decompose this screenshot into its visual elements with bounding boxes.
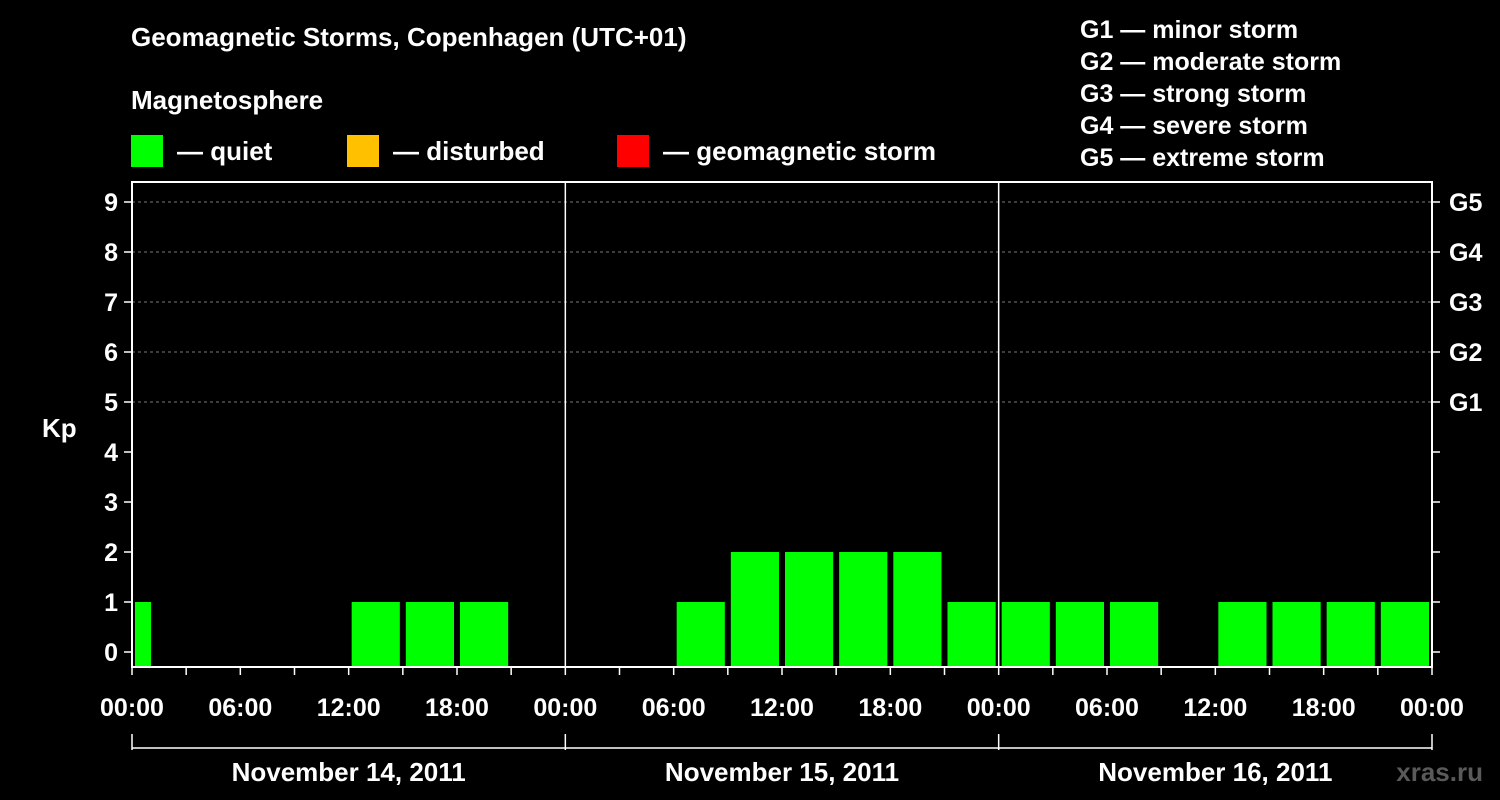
- x-tick-label: 06:00: [1075, 694, 1139, 722]
- legend-item-disturbed: — disturbed: [347, 134, 545, 168]
- kp-bar: [1055, 602, 1104, 667]
- legend-swatch-quiet: [131, 135, 163, 167]
- kp-bar: [1380, 602, 1429, 667]
- storm-scale-g3: G3 — strong storm: [1080, 80, 1307, 108]
- storm-scale-g4: G4 — severe storm: [1080, 112, 1308, 140]
- y-tick-label: 9: [104, 189, 118, 217]
- day-label: November 14, 2011: [232, 757, 466, 787]
- kp-bar: [1326, 602, 1375, 667]
- kp-bar: [460, 602, 509, 667]
- legend-label-storm: — geomagnetic storm: [663, 135, 937, 166]
- legend-item-storm: — geomagnetic storm: [617, 134, 936, 168]
- kp-bar: [405, 602, 454, 667]
- watermark: xras.ru: [1396, 757, 1483, 787]
- kp-bar: [676, 602, 725, 667]
- legend-swatch-storm: [617, 135, 649, 167]
- g-level-label: G4: [1449, 239, 1482, 267]
- x-tick-label: 00:00: [100, 694, 164, 722]
- y-axis-label: Kp: [42, 413, 77, 443]
- x-tick-label: 18:00: [425, 694, 489, 722]
- kp-bar: [730, 552, 779, 667]
- kp-bar: [1001, 602, 1050, 667]
- kp-bar: [351, 602, 400, 667]
- x-tick-label: 12:00: [317, 694, 381, 722]
- kp-bar: [135, 602, 152, 667]
- g-level-label: G1: [1449, 389, 1482, 417]
- x-tick-label: 12:00: [750, 694, 814, 722]
- legend-label-disturbed: — disturbed: [393, 135, 545, 166]
- x-tick-label: 00:00: [967, 694, 1031, 722]
- kp-bar: [893, 552, 942, 667]
- legend-title: Magnetosphere: [131, 85, 324, 115]
- g-level-label: G2: [1449, 339, 1482, 367]
- day-label: November 15, 2011: [665, 757, 899, 787]
- x-tick-label: 12:00: [1183, 694, 1247, 722]
- x-tick-label: 18:00: [858, 694, 922, 722]
- y-tick-label: 4: [104, 439, 118, 467]
- x-tick-label: 18:00: [1292, 694, 1356, 722]
- y-tick-label: 8: [104, 239, 118, 267]
- x-tick-label: 06:00: [208, 694, 272, 722]
- x-tick-label: 00:00: [533, 694, 597, 722]
- kp-bar: [947, 602, 996, 667]
- day-label: November 16, 2011: [1098, 757, 1332, 787]
- y-tick-label: 5: [104, 389, 118, 417]
- y-tick-label: 3: [104, 489, 118, 517]
- g-level-label: G5: [1449, 189, 1482, 217]
- storm-scale-g1: G1 — minor storm: [1080, 16, 1299, 44]
- chart-title: Geomagnetic Storms, Copenhagen (UTC+01): [131, 22, 687, 52]
- kp-bar: [839, 552, 888, 667]
- g-level-label: G3: [1449, 289, 1482, 317]
- kp-bar: [785, 552, 834, 667]
- legend-swatch-disturbed: [347, 135, 379, 167]
- plot-frame: [131, 181, 1433, 668]
- y-tick-label: 7: [104, 289, 118, 317]
- storm-scale-g2: G2 — moderate storm: [1080, 48, 1342, 76]
- kp-bar: [1218, 602, 1267, 667]
- storm-scale-legend: G1 — minor storm G2 — moderate storm G3 …: [1080, 14, 1341, 174]
- x-tick-label: 06:00: [642, 694, 706, 722]
- storm-scale-g5: G5 — extreme storm: [1080, 144, 1325, 172]
- legend-label-quiet: — quiet: [177, 135, 273, 166]
- y-tick-label: 1: [104, 589, 118, 617]
- legend-item-quiet: — quiet: [131, 134, 272, 168]
- x-tick-label: 00:00: [1400, 694, 1464, 722]
- y-tick-label: 2: [104, 539, 118, 567]
- y-tick-label: 0: [104, 639, 118, 667]
- y-tick-label: 6: [104, 339, 118, 367]
- kp-bar: [1272, 602, 1321, 667]
- kp-bar: [1110, 602, 1159, 667]
